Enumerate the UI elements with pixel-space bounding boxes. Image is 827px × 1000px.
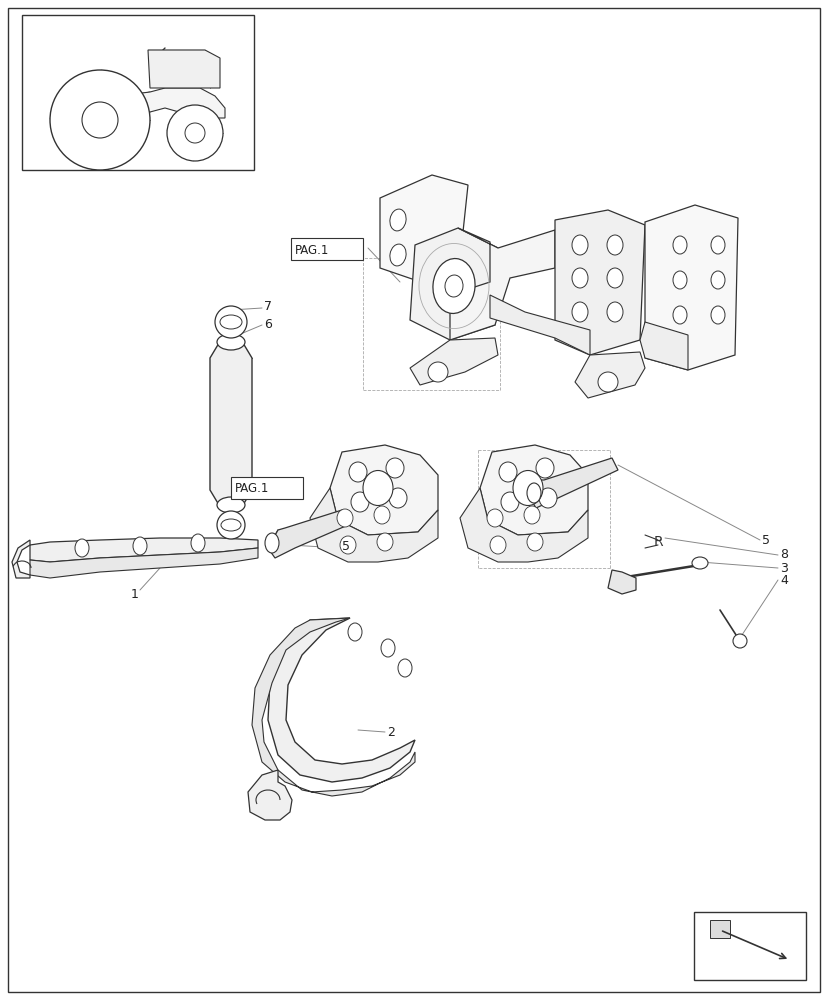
Circle shape <box>597 372 617 392</box>
Ellipse shape <box>220 315 241 329</box>
Text: R: R <box>653 535 662 549</box>
Circle shape <box>184 123 205 143</box>
Ellipse shape <box>191 534 205 552</box>
Polygon shape <box>309 488 437 562</box>
Ellipse shape <box>606 268 622 288</box>
Text: PAG.1: PAG.1 <box>294 243 329 256</box>
Text: 3: 3 <box>779 562 787 574</box>
Bar <box>290 238 362 260</box>
Circle shape <box>428 362 447 382</box>
Polygon shape <box>12 540 30 578</box>
Ellipse shape <box>571 235 587 255</box>
Bar <box>693 912 805 980</box>
Ellipse shape <box>672 306 686 324</box>
Ellipse shape <box>526 533 543 551</box>
Ellipse shape <box>347 623 361 641</box>
Text: 4: 4 <box>779 574 787 586</box>
Ellipse shape <box>606 302 622 322</box>
Ellipse shape <box>433 259 475 313</box>
Ellipse shape <box>340 536 356 554</box>
Polygon shape <box>574 352 644 398</box>
Text: 5: 5 <box>342 540 350 554</box>
Bar <box>709 920 729 938</box>
Ellipse shape <box>390 244 405 266</box>
Polygon shape <box>148 50 220 88</box>
Polygon shape <box>251 618 414 796</box>
Polygon shape <box>449 228 554 340</box>
Polygon shape <box>268 618 414 782</box>
Ellipse shape <box>486 509 502 527</box>
Ellipse shape <box>500 492 519 512</box>
Bar <box>231 477 303 499</box>
Polygon shape <box>108 100 140 120</box>
Polygon shape <box>380 175 467 280</box>
Bar <box>22 15 254 170</box>
Text: 1: 1 <box>131 588 139 601</box>
Ellipse shape <box>362 471 393 506</box>
Ellipse shape <box>444 275 462 297</box>
Polygon shape <box>607 570 635 594</box>
Ellipse shape <box>710 306 724 324</box>
Ellipse shape <box>221 519 241 531</box>
Polygon shape <box>480 445 587 535</box>
Polygon shape <box>409 228 497 340</box>
Ellipse shape <box>390 209 405 231</box>
Ellipse shape <box>710 271 724 289</box>
Ellipse shape <box>571 268 587 288</box>
Polygon shape <box>409 338 497 385</box>
Polygon shape <box>554 210 644 355</box>
Polygon shape <box>210 338 251 510</box>
Polygon shape <box>248 770 292 820</box>
Polygon shape <box>268 510 347 558</box>
Polygon shape <box>460 488 587 562</box>
Circle shape <box>167 105 222 161</box>
Ellipse shape <box>535 458 553 478</box>
Text: 2: 2 <box>386 726 394 738</box>
Ellipse shape <box>672 236 686 254</box>
Polygon shape <box>30 538 258 562</box>
Polygon shape <box>330 445 437 535</box>
Ellipse shape <box>499 462 516 482</box>
Circle shape <box>82 102 118 138</box>
Ellipse shape <box>672 271 686 289</box>
Ellipse shape <box>337 509 352 527</box>
Circle shape <box>217 511 245 539</box>
Circle shape <box>50 70 150 170</box>
Text: 5: 5 <box>761 534 769 546</box>
Circle shape <box>215 306 246 338</box>
Ellipse shape <box>217 334 245 350</box>
Ellipse shape <box>526 483 540 503</box>
Text: 8: 8 <box>779 548 787 562</box>
Ellipse shape <box>217 497 245 513</box>
Ellipse shape <box>385 458 404 478</box>
Ellipse shape <box>398 659 412 677</box>
Polygon shape <box>639 322 687 370</box>
Ellipse shape <box>490 536 505 554</box>
Ellipse shape <box>606 235 622 255</box>
Ellipse shape <box>348 462 366 482</box>
Ellipse shape <box>380 639 394 657</box>
Polygon shape <box>644 205 737 370</box>
Text: PAG.1: PAG.1 <box>235 483 269 495</box>
Ellipse shape <box>691 557 707 569</box>
Polygon shape <box>108 88 225 118</box>
Ellipse shape <box>133 537 147 555</box>
Polygon shape <box>529 458 617 508</box>
Ellipse shape <box>513 471 543 506</box>
Ellipse shape <box>265 533 279 553</box>
Text: 7: 7 <box>264 300 272 314</box>
Circle shape <box>732 634 746 648</box>
Ellipse shape <box>571 302 587 322</box>
Ellipse shape <box>75 539 88 557</box>
Polygon shape <box>30 548 258 578</box>
Ellipse shape <box>376 533 393 551</box>
Text: 6: 6 <box>264 318 271 330</box>
Ellipse shape <box>389 488 407 508</box>
Ellipse shape <box>538 488 557 508</box>
Ellipse shape <box>374 506 390 524</box>
Ellipse shape <box>523 506 539 524</box>
Polygon shape <box>490 295 590 355</box>
Ellipse shape <box>351 492 369 512</box>
Ellipse shape <box>710 236 724 254</box>
